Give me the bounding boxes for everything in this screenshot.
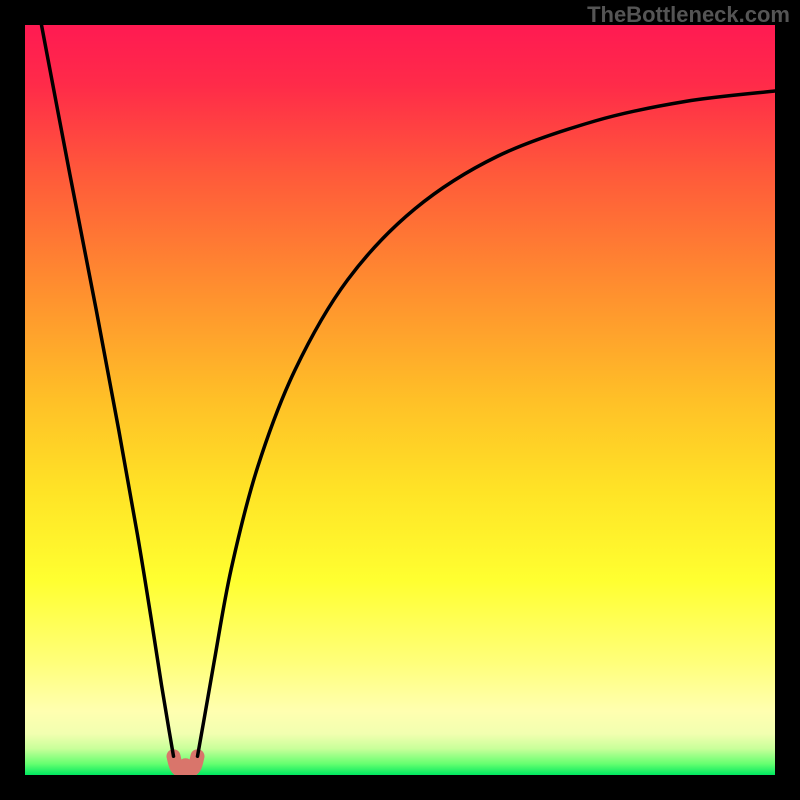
plot-area	[25, 25, 775, 775]
source-watermark: TheBottleneck.com	[587, 2, 790, 28]
dip-marker	[174, 756, 198, 771]
outer-frame: TheBottleneck.com	[0, 0, 800, 800]
curve-left-branch	[42, 25, 174, 756]
curve-layer	[25, 25, 775, 775]
curve-right-branch	[198, 91, 776, 756]
